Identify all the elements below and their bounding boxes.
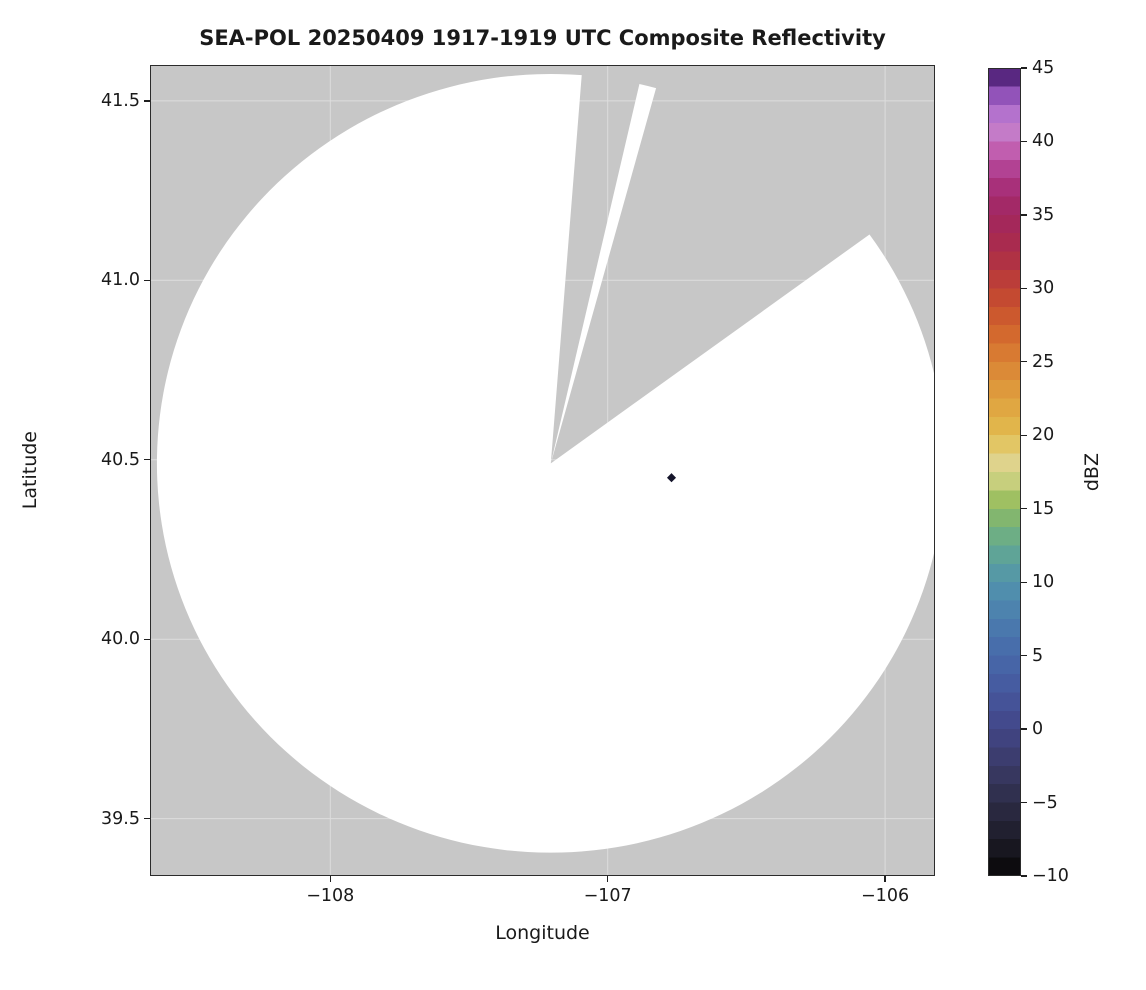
colorbar-tick-label: −10 bbox=[1032, 866, 1069, 886]
y-tick bbox=[144, 459, 150, 461]
colorbar-tick bbox=[1021, 875, 1027, 877]
colorbar-tick-label: 45 bbox=[1032, 58, 1055, 78]
y-tick bbox=[144, 817, 150, 820]
radar-map-canvas bbox=[150, 65, 935, 876]
y-tick-label: 39.5 bbox=[101, 808, 140, 829]
y-tick bbox=[144, 279, 150, 281]
colorbar-tick bbox=[1021, 434, 1027, 436]
colorbar-gradient bbox=[988, 68, 1021, 876]
x-axis-label: Longitude bbox=[495, 922, 590, 944]
radar-coverage-sector bbox=[156, 73, 935, 853]
colorbar-tick-label: 35 bbox=[1032, 204, 1055, 225]
colorbar-tick bbox=[1021, 214, 1027, 216]
colorbar-label-text: dBZ bbox=[1081, 452, 1103, 492]
y-tick-label: 40.5 bbox=[101, 449, 140, 470]
colorbar-tick-label: 5 bbox=[1032, 645, 1044, 666]
colorbar-label: dBZ bbox=[1076, 68, 1108, 876]
chart-title: SEA-POL 20250409 1917-1919 UTC Composite… bbox=[199, 26, 886, 50]
x-tick-label: −108 bbox=[306, 886, 355, 906]
colorbar-tick-label: 10 bbox=[1032, 572, 1055, 593]
x-tick bbox=[884, 876, 886, 882]
y-tick-label: 40.0 bbox=[101, 629, 140, 650]
y-axis-label: Latitude bbox=[14, 65, 46, 876]
y-tick-label: 41.0 bbox=[101, 270, 140, 291]
colorbar-tick bbox=[1021, 654, 1027, 657]
y-tick bbox=[144, 100, 150, 102]
y-tick bbox=[144, 638, 150, 640]
colorbar-tick bbox=[1021, 508, 1027, 510]
x-tick-label: −107 bbox=[583, 886, 632, 906]
x-tick bbox=[329, 876, 331, 882]
colorbar-tick bbox=[1021, 728, 1027, 730]
colorbar-tick bbox=[1021, 67, 1027, 69]
x-tick-label: −106 bbox=[861, 886, 910, 906]
colorbar-tick bbox=[1021, 361, 1027, 363]
colorbar-tick bbox=[1021, 801, 1027, 804]
colorbar-tick-label: 40 bbox=[1032, 131, 1055, 152]
colorbar-tick-label: 25 bbox=[1032, 351, 1055, 372]
colorbar-tick bbox=[1021, 581, 1027, 583]
y-tick-label: 41.5 bbox=[101, 90, 140, 111]
radar-coverage-sector bbox=[550, 83, 657, 464]
x-tick bbox=[607, 876, 609, 882]
colorbar bbox=[988, 68, 1021, 876]
y-axis-label-text: Latitude bbox=[19, 431, 41, 510]
plot-area bbox=[150, 65, 935, 876]
colorbar-tick-label: 0 bbox=[1032, 719, 1044, 740]
colorbar-tick bbox=[1021, 287, 1027, 289]
colorbar-tick-label: 15 bbox=[1032, 498, 1055, 519]
colorbar-tick-label: 30 bbox=[1032, 278, 1055, 299]
colorbar-tick-label: 20 bbox=[1032, 425, 1055, 446]
colorbar-tick bbox=[1021, 140, 1027, 143]
colorbar-tick-label: −5 bbox=[1032, 792, 1058, 813]
